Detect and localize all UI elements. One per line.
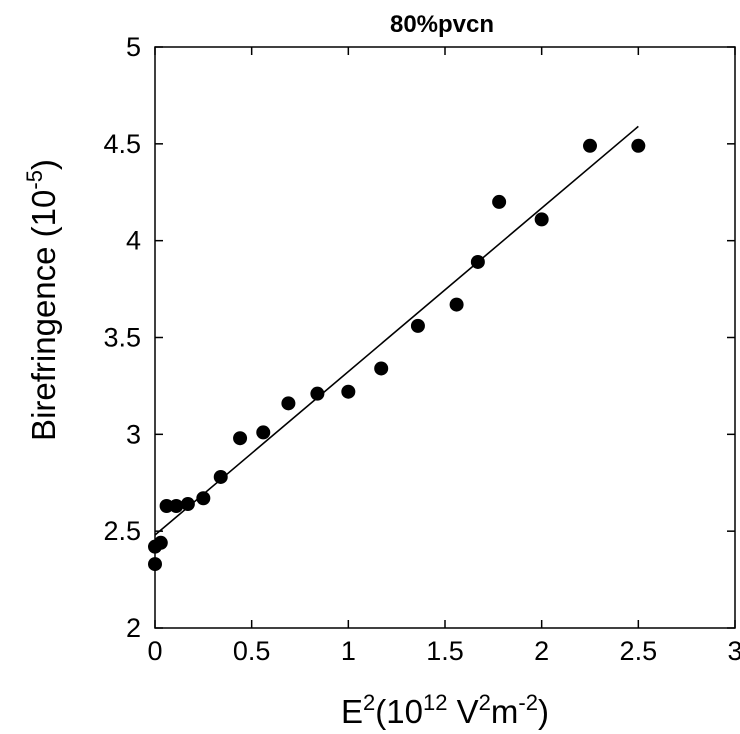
data-point [281, 396, 296, 411]
data-point [492, 194, 507, 209]
data-point [583, 138, 597, 153]
y-tick-label: 2.5 [103, 516, 141, 546]
data-point [180, 497, 195, 512]
x-axis: 0 0.5 1 1.5 2 2.5 3 [147, 47, 740, 666]
data-point [534, 212, 549, 227]
data-point [213, 469, 228, 484]
data-point [310, 386, 325, 401]
data-point [449, 297, 464, 312]
data-point [153, 535, 168, 550]
x-tick-label: 2.5 [620, 636, 658, 666]
data-point [169, 498, 184, 513]
data-point [159, 498, 174, 513]
y-axis-title: Birefringence (10-5) [22, 159, 62, 441]
data-point [374, 361, 389, 376]
data-point [256, 425, 271, 440]
x-tick-label: 1.5 [426, 636, 464, 666]
fit-line [154, 125, 639, 536]
y-tick-label: 4.5 [103, 129, 141, 159]
data-point [233, 431, 248, 446]
y-tick-label: 4 [126, 226, 141, 256]
x-axis-title: E2(1012 V2m-2) [341, 690, 549, 730]
y-tick-label: 3.5 [103, 323, 141, 353]
y-tick-label: 3 [126, 419, 141, 449]
y-tick-label: 2 [126, 613, 141, 643]
data-point [631, 138, 646, 153]
data-point [410, 318, 425, 333]
data-point [196, 491, 211, 506]
y-axis: 2 2.5 3 3.5 4 4.5 5 [103, 32, 735, 643]
series-layer [148, 125, 646, 572]
data-point [148, 557, 162, 572]
x-tick-label: 0 [147, 636, 162, 666]
x-tick-label: 1 [341, 636, 356, 666]
x-tick-label: 0.5 [233, 636, 271, 666]
data-point [341, 384, 356, 399]
chart-title: 80%pvcn [390, 11, 494, 38]
y-tick-label: 5 [126, 32, 141, 62]
plot-frame [154, 46, 736, 629]
x-tick-label: 3 [727, 636, 740, 666]
x-tick-label: 2 [534, 636, 549, 666]
